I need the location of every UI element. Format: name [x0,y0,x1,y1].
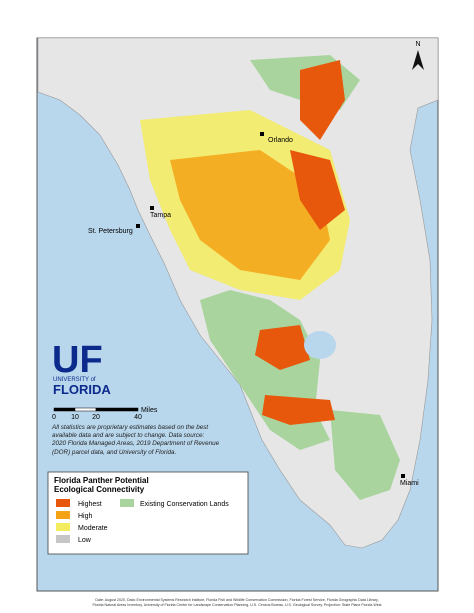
scale-unit: Miles [141,407,158,414]
logo-line2: FLORIDA [53,382,111,397]
city-label: Miami [400,480,419,487]
logo-line1: UNIVERSITY of [53,377,96,383]
city-marker [136,224,140,228]
north-arrow [412,50,424,70]
legend-title-line: Ecological Connectivity [54,485,145,494]
scale-tick-label: 0 [52,414,56,421]
disclaimer: All statistics are proprietary estimates… [52,424,220,456]
legend-swatch [120,499,134,507]
lake [304,331,336,359]
scale-tick-label: 40 [134,414,142,421]
legend-title: Florida Panther Potential Ecological Conn… [54,476,149,494]
legend-swatch [56,535,70,543]
highest-area [290,150,345,230]
legend-label: Moderate [78,525,108,532]
scale-segment [95,407,139,412]
footer-line: Date: August 2020. Data: Environmental S… [95,598,379,602]
scale-segment [53,407,76,412]
legend-label: Existing Conservation Lands [140,501,229,508]
legend-title-line: Florida Panther Potential [54,476,149,485]
city-label: Tampa [150,212,171,219]
city-label: St. Petersburg [88,228,133,235]
legend: Highest High Moderate Low Existing Conservat… [56,499,229,544]
footer-line: Florida Natural Areas Inventory, Univers… [92,603,382,607]
scale-tick-label: 20 [92,414,100,421]
legend-swatch [56,511,70,519]
legend-swatch [56,523,70,531]
city-labels: Orlando Tampa St. Petersburg Miami [88,132,419,487]
highest-area [305,75,325,95]
city-marker [150,206,154,210]
city-label: Orlando [268,137,293,144]
logo-mark: UF [52,339,103,381]
high-area [170,150,330,280]
highest-area [262,395,335,425]
legend-label: Highest [78,501,102,508]
legend-swatch [56,499,70,507]
conservation-area [330,410,400,500]
city-marker [401,474,405,478]
city-marker [260,132,264,136]
legend-label: High [78,513,93,520]
north-label: N [415,41,420,48]
scale-segment [74,407,97,412]
scale-tick-label: 10 [71,414,79,421]
highest-area [255,325,310,370]
legend-box [47,471,249,555]
legend-label: Low [78,537,92,544]
